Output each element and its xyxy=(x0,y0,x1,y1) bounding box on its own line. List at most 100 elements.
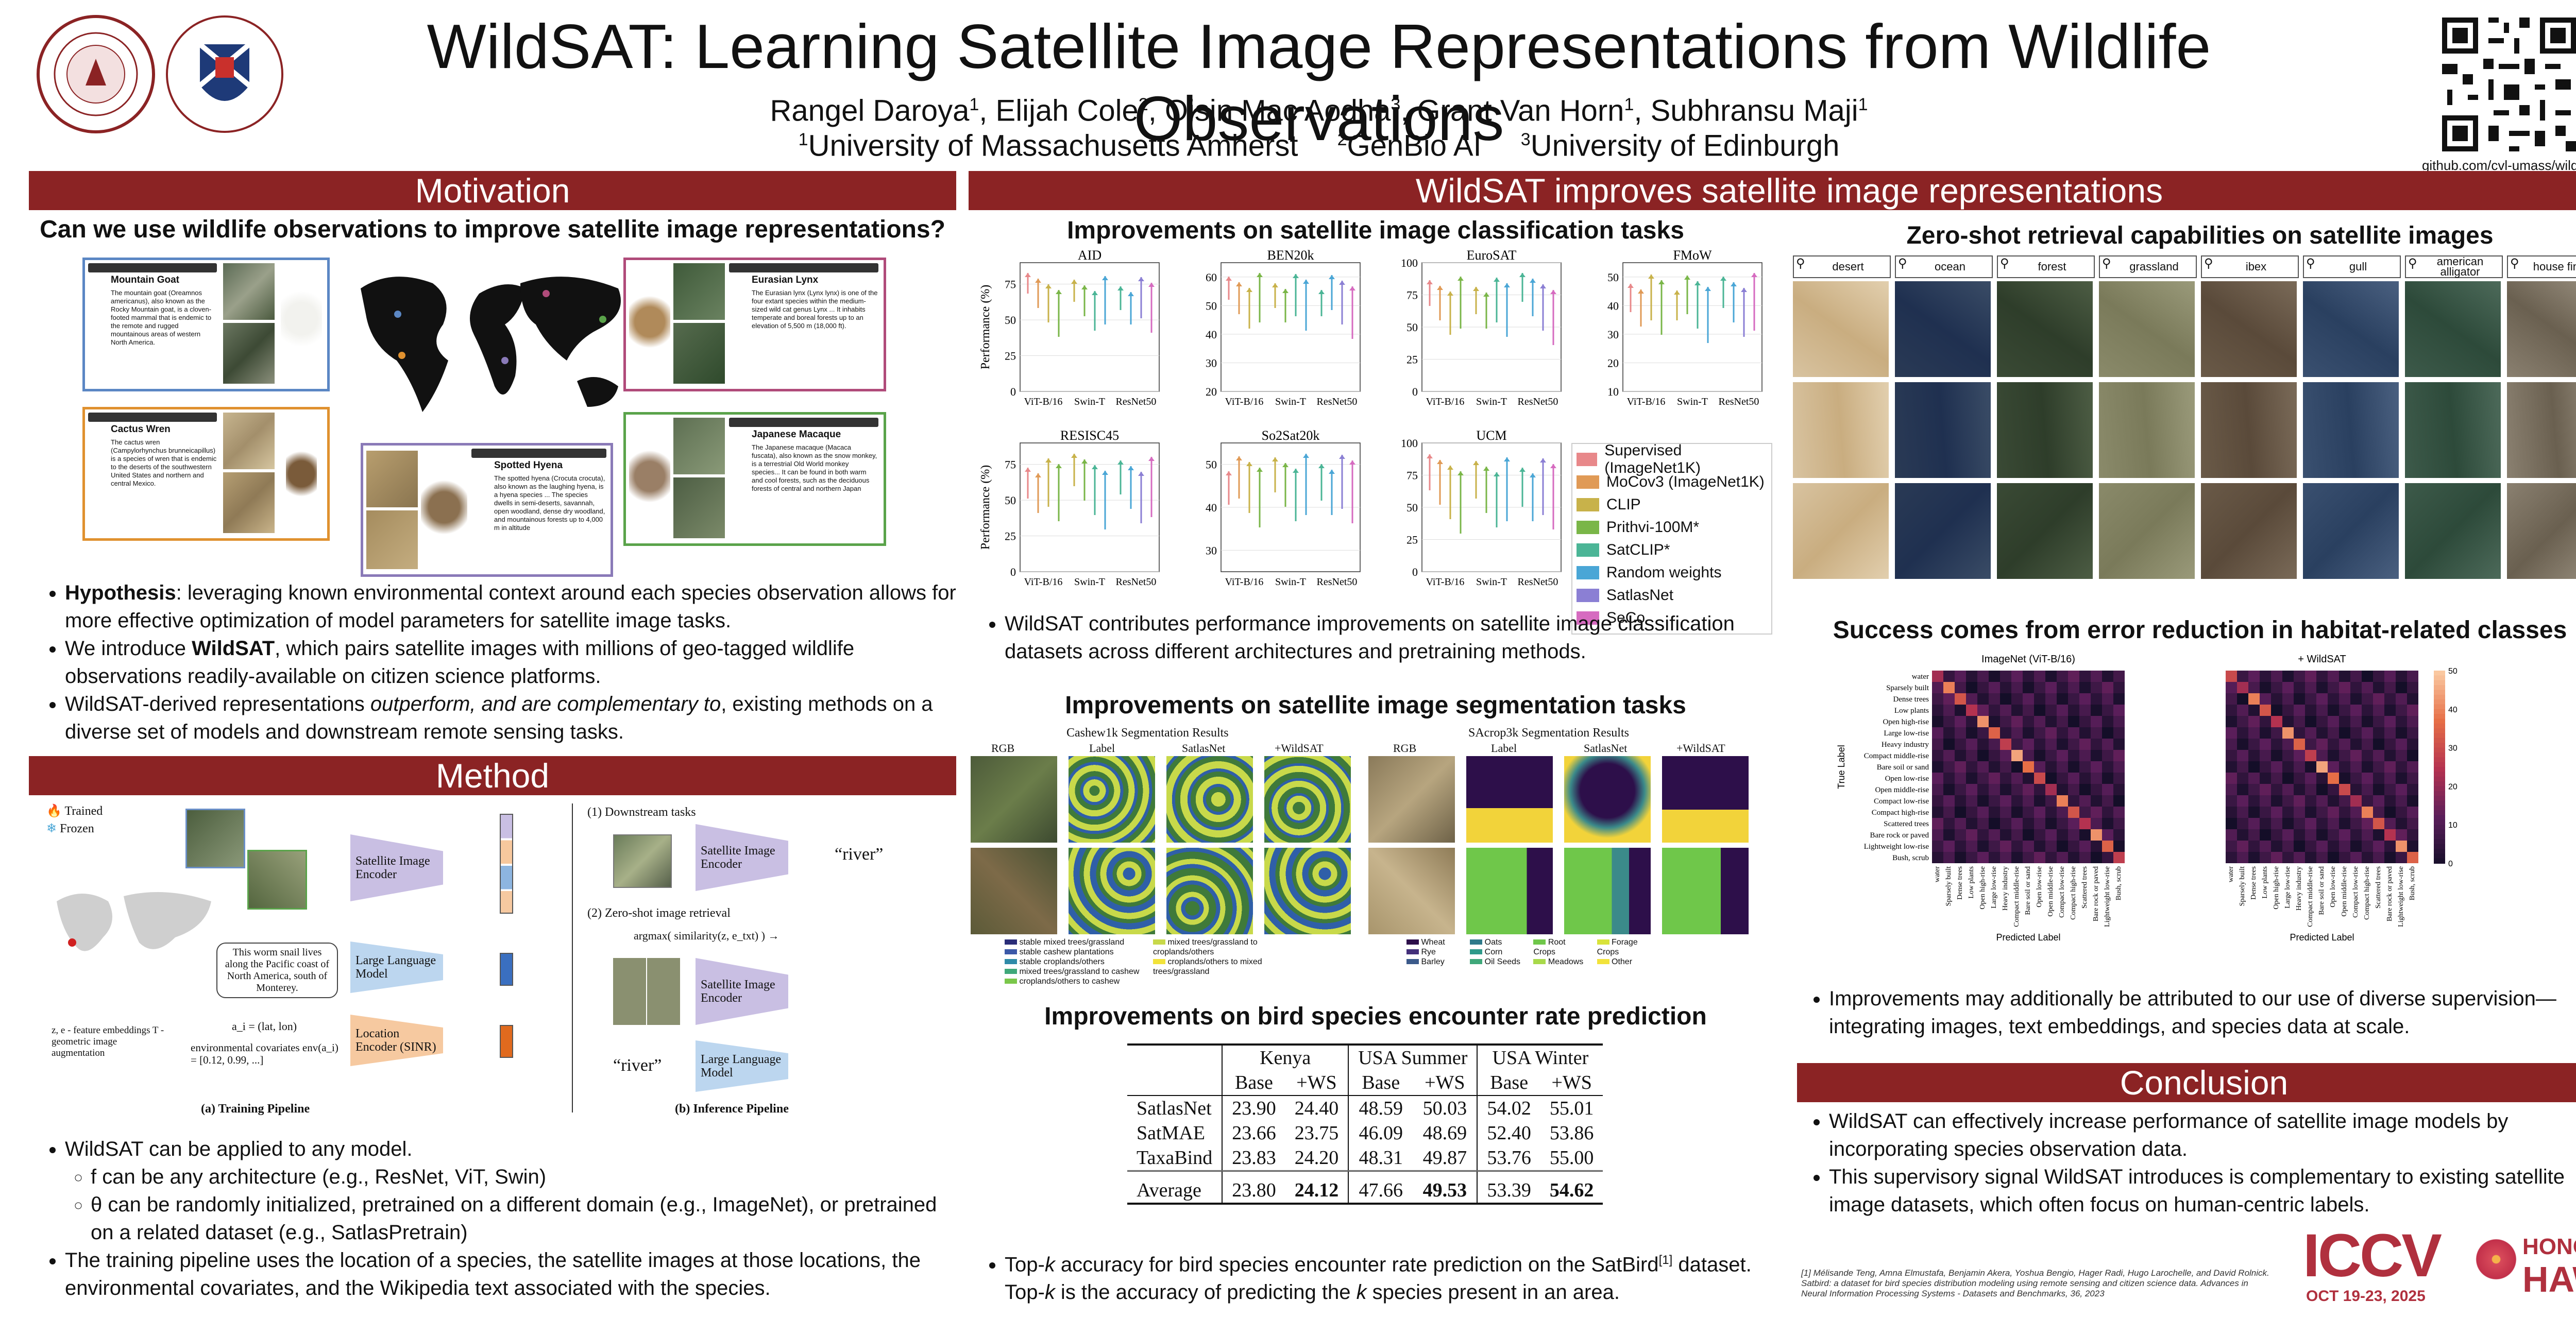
wren-photo xyxy=(286,446,317,502)
heatmap-cell xyxy=(1932,773,1943,784)
heatmap-cell xyxy=(2282,705,2294,716)
heatmap-cell xyxy=(2294,705,2305,716)
heatmap-cell xyxy=(2362,705,2373,716)
heatmap-cell xyxy=(2407,852,2418,863)
heatmap-cell xyxy=(2226,852,2237,863)
cashew-legend-item: mixed trees/grassland to cashew xyxy=(1005,967,1145,977)
heatmap-cell xyxy=(2282,682,2294,693)
colorbar-segment xyxy=(2434,762,2445,767)
heatmap-cell xyxy=(1989,693,2000,705)
query-box: ⚲ american alligator xyxy=(2405,255,2503,278)
col-label: Heavy industry xyxy=(2295,866,2303,911)
heatmap-cell xyxy=(1932,829,1943,841)
heatmap-cell xyxy=(2396,693,2407,705)
heatmap-cell xyxy=(2113,784,2125,795)
retrieved-image xyxy=(2303,382,2399,478)
retrieved-image xyxy=(1895,483,1991,579)
heatmap-cell xyxy=(2091,671,2102,682)
legend-item: Supervised (ImageNet1K) xyxy=(1577,442,1767,476)
species-name: Spotted Hyena xyxy=(494,460,563,471)
argmax-eq: argmax( similarity(z, e_txt) ) → xyxy=(634,929,779,942)
conclusion-bullet: This supervisory signal WildSAT introduc… xyxy=(1829,1163,2576,1219)
heatmap-cell xyxy=(2384,671,2396,682)
row-label: Bare soil or sand xyxy=(1877,763,1929,772)
heatmap-cell xyxy=(2373,852,2384,863)
heatmap-cell xyxy=(2294,761,2305,773)
query-box: ⚲ grassland xyxy=(2099,255,2197,278)
row-label: Large low-rise xyxy=(1884,729,1929,738)
colorbar-segment xyxy=(2434,685,2445,691)
col-label: Large low-rise xyxy=(1990,866,1998,909)
github-link[interactable]: github.com/cvl-umass/wildsat xyxy=(2421,158,2576,173)
improvement-marker xyxy=(1741,288,1747,292)
improvement-marker xyxy=(1437,286,1443,290)
heatmap-cell xyxy=(2271,784,2282,795)
heatmap-cell xyxy=(2102,773,2113,784)
seg-cell xyxy=(1368,756,1455,843)
category-label: ResNet50 xyxy=(1719,396,1759,407)
search-icon: ⚲ xyxy=(1796,256,1805,270)
category-label: ResNet50 xyxy=(1317,576,1358,588)
heatmap-cell xyxy=(2373,693,2384,705)
improvement-marker xyxy=(1731,282,1737,286)
tick-label: 40 xyxy=(1607,299,1619,312)
sacrop-legend-item: Forage Crops xyxy=(1597,938,1638,956)
qr-code[interactable] xyxy=(2437,12,2576,157)
heatmap-cell xyxy=(2305,841,2316,852)
heatmap-cell xyxy=(2045,727,2057,739)
method-subbullet: θ can be randomly initialized, pretraine… xyxy=(91,1191,956,1246)
table-row: SatlasNet 23.90 24.40 48.59 50.03 54.02 55.… xyxy=(1127,1096,1603,1121)
col-label: Lightweight low-rise xyxy=(2104,866,2111,927)
heatmap-cell xyxy=(2034,716,2045,727)
heatmap-cell xyxy=(2271,739,2282,750)
heatmap-cell xyxy=(2305,829,2316,841)
heatmap-cell xyxy=(2271,761,2282,773)
heatmap-cell xyxy=(2079,750,2091,761)
species-card-eurasian-lynx: Eurasian Lynx The Eurasian lynx (Lynx ly… xyxy=(623,258,886,391)
heatmap-cell xyxy=(2011,671,2023,682)
col-label: water xyxy=(1934,866,1941,882)
heatmap-cell xyxy=(2011,807,2023,818)
seg-cell xyxy=(971,848,1057,934)
heatmap-cell xyxy=(2091,682,2102,693)
heatmap-cell xyxy=(2023,818,2034,829)
heatmap-cell xyxy=(2248,693,2260,705)
seg-title: Improvements on satellite image segmenta… xyxy=(1065,692,1686,719)
heatmap-cell xyxy=(2079,807,2091,818)
heatmap-cell xyxy=(2113,716,2125,727)
zeroshot-sat-encoder: Satellite Image Encoder xyxy=(696,958,788,1025)
heatmap-cell xyxy=(1932,750,1943,761)
heatmap-cell xyxy=(2000,739,2011,750)
retrieved-image xyxy=(2507,281,2576,377)
motivation-question: Can we use wildlife observations to impr… xyxy=(40,216,945,243)
heatmap-cell xyxy=(2328,716,2339,727)
heatmap-cell xyxy=(2362,852,2373,863)
chart-title: UCM xyxy=(1476,428,1506,443)
retrieved-image xyxy=(2507,382,2576,478)
improvement-marker xyxy=(1658,280,1665,284)
heatmap-cell xyxy=(1989,761,2000,773)
heatmap-cell xyxy=(2034,795,2045,807)
search-icon: ⚲ xyxy=(2204,256,2213,270)
motivation-figure: Mountain Goat The mountain goat (Oreamno… xyxy=(82,258,886,582)
improvement-marker xyxy=(1236,282,1242,286)
cls-legend: Supervised (ImageNet1K) MoCov3 (ImageNet… xyxy=(1571,442,1772,635)
heatmap-cell xyxy=(1932,818,1943,829)
bird-table-wrap: Kenya USA Summer USA Winter Base +WS Bas… xyxy=(1127,1043,1603,1205)
heatmap-cell xyxy=(2113,807,2125,818)
heatmap-cell xyxy=(2011,784,2023,795)
sacrop-legend-item: Oil Seeds xyxy=(1470,957,1525,967)
heatmap-cell xyxy=(2339,818,2350,829)
colorbar-segment xyxy=(2434,800,2445,806)
heatmap-cell xyxy=(2248,750,2260,761)
heatmap-cell xyxy=(2091,784,2102,795)
improvement-marker xyxy=(1427,280,1433,284)
tick-label: 100 xyxy=(1401,437,1418,450)
heatmap-cell xyxy=(2091,750,2102,761)
heatmap-cell xyxy=(2248,682,2260,693)
heatmap-cell xyxy=(2260,807,2271,818)
heatmap-cell xyxy=(2260,773,2271,784)
seg-sacrop-title: SAcrop3k Segmentation Results xyxy=(1468,726,1629,740)
heatmap-cell xyxy=(1943,761,1955,773)
row-label: Bare rock or paved xyxy=(1870,831,1929,840)
